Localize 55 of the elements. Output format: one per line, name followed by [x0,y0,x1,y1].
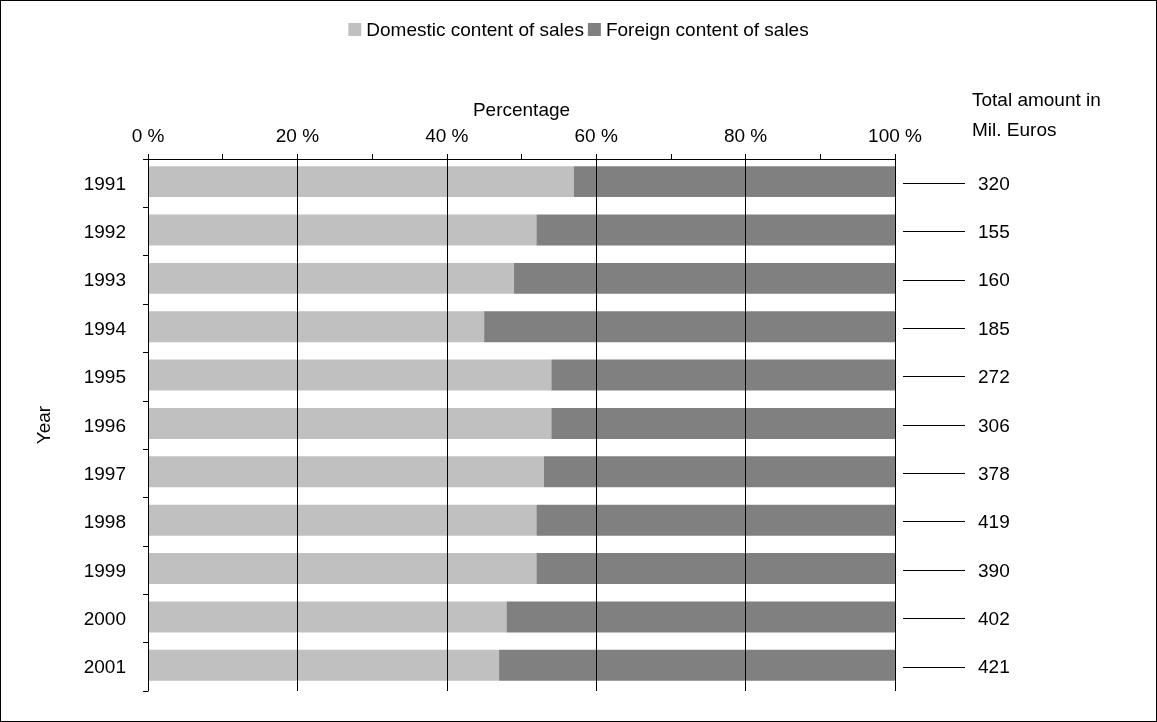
x-tick-label: 40 % [425,125,469,146]
text: 390 [978,559,1010,581]
bar [536,553,895,585]
bar [148,311,485,343]
text: 378 [978,462,1010,484]
bar [551,359,895,391]
bar [148,359,552,391]
legend-label: Foreign content of sales [605,19,809,40]
bar [573,166,895,198]
bar [499,649,895,681]
y-tick-label: 1998 [83,511,126,533]
x-tick-label: 60 % [574,125,618,146]
text: 306 [978,414,1010,436]
bar [536,214,895,246]
bar [148,262,515,294]
text: 185 [978,317,1010,339]
text: 320 [978,172,1010,194]
y-tick-label: 1997 [83,462,126,484]
text: 402 [978,607,1010,629]
bar [543,456,895,488]
bar [484,311,895,343]
bar [536,504,895,536]
bar [148,553,537,585]
bar [506,601,895,633]
x-axis-title: Percentage [472,99,571,120]
text: 272 [978,366,1010,388]
x-tick-label: 100 % [868,125,923,146]
y-tick-label: 1996 [83,414,126,436]
bar [148,456,544,488]
bar [148,166,574,198]
bar [148,504,537,536]
bar [514,262,895,294]
y2-axis-title: Total amount in Mil. Euros [972,88,1102,142]
y-tick-label: 1991 [83,172,126,194]
y-tick-label: 2000 [83,607,126,629]
bar [551,407,895,439]
legend-label: Domestic content of sales [366,19,584,40]
bar [148,214,537,246]
y-axis-title: Year [33,405,54,445]
y-tick-label: 1999 [83,559,126,581]
x-tick-label: 20 % [275,125,320,146]
text: 160 [978,269,1010,291]
y-tick-label: 1995 [83,366,126,388]
text: 155 [978,221,1010,243]
x-tick-label: 80 % [723,125,768,146]
text: 421 [978,656,1010,678]
bar [148,601,507,633]
bar [148,407,552,439]
y-tick-label: 1993 [83,269,126,291]
text: 419 [978,511,1010,533]
y-tick-label: 1992 [83,221,126,243]
y-tick-label: 1994 [83,317,127,339]
y-tick-label: 2001 [83,656,126,678]
x-tick-label: 0 % [131,125,165,146]
bar [148,649,500,681]
